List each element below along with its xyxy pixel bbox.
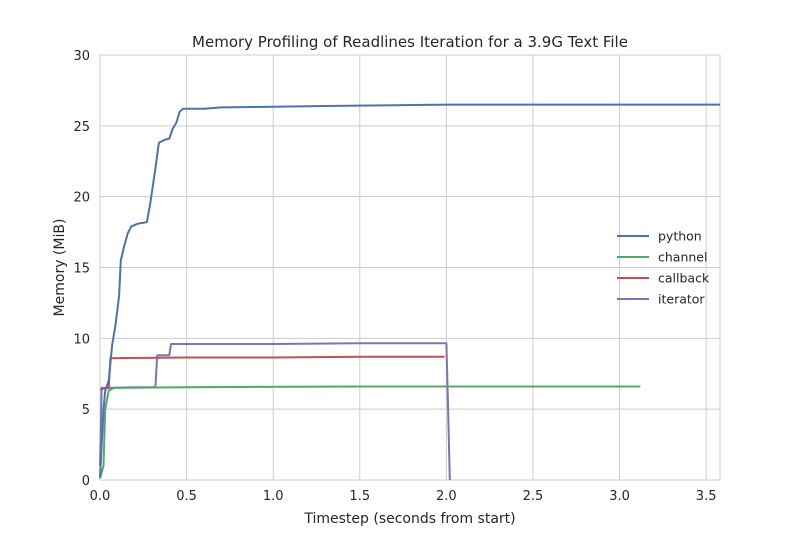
chart-title: Memory Profiling of Readlines Iteration … (192, 33, 628, 51)
y-tick-label: 20 (73, 191, 90, 206)
x-tick-label: 3.5 (696, 489, 717, 504)
x-tick-label: 1.5 (349, 489, 370, 504)
y-tick-label: 0 (82, 474, 90, 489)
x-tick-label: 2.0 (436, 489, 457, 504)
series-line-python (99, 103, 720, 478)
y-axis-label: Memory (MiB) (52, 219, 68, 317)
x-axis-label: Timestep (seconds from start) (303, 511, 515, 527)
legend-label-channel: channel (658, 250, 707, 265)
legend-label-callback: callback (658, 271, 710, 286)
legend: python channel callback iterator (617, 229, 710, 307)
x-tick-label: 3.0 (609, 489, 630, 504)
y-tick-label: 15 (73, 262, 90, 277)
series-lines (99, 103, 720, 481)
legend-label-iterator: iterator (658, 292, 705, 307)
legend-label-python: python (658, 229, 702, 244)
x-tick-label: 0.0 (90, 489, 111, 504)
x-tick-labels: 0.0 0.5 1.0 1.5 2.0 2.5 3.0 3.5 (90, 489, 717, 504)
y-tick-label: 10 (73, 332, 90, 347)
y-tick-label: 5 (82, 403, 90, 418)
x-tick-label: 2.5 (523, 489, 544, 504)
x-tick-label: 1.0 (263, 489, 284, 504)
y-tick-labels: 0 5 10 15 20 25 30 (73, 49, 90, 489)
y-tick-label: 25 (73, 120, 90, 135)
plot-frame (99, 54, 721, 481)
y-tick-label: 30 (73, 49, 90, 64)
series-line-callback (99, 355, 445, 391)
series-line-channel (99, 385, 641, 479)
x-tick-label: 0.5 (176, 489, 197, 504)
